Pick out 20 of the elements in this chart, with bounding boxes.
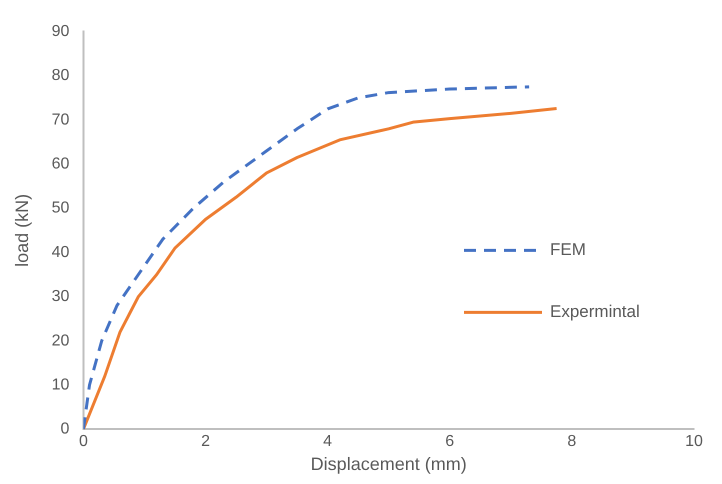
- y-tick-label: 0: [60, 420, 70, 438]
- y-tick-label: 80: [52, 67, 70, 84]
- x-tick-label: 0: [78, 433, 88, 450]
- x-tick-label: 4: [323, 433, 332, 450]
- y-tick-label: 10: [52, 376, 70, 394]
- y-tick-label: 90: [52, 23, 70, 40]
- y-tick-label: 30: [52, 288, 70, 306]
- y-tick-label: 40: [52, 244, 70, 261]
- y-tick-label: 60: [52, 156, 70, 173]
- y-axis-title: load (kN): [12, 194, 32, 267]
- y-tick-label: 50: [52, 200, 70, 217]
- x-axis-title: Displacement (mm): [310, 454, 467, 474]
- legend-label: Expermintal: [550, 302, 640, 322]
- x-tick-label: 6: [445, 433, 454, 450]
- legend-label: FEM: [550, 240, 586, 260]
- y-tick-label: 70: [52, 111, 70, 128]
- x-tick-label: 10: [685, 433, 703, 450]
- y-tick-label: 20: [52, 332, 70, 350]
- x-tick-label: 2: [201, 433, 210, 450]
- x-tick-label: 8: [567, 433, 576, 450]
